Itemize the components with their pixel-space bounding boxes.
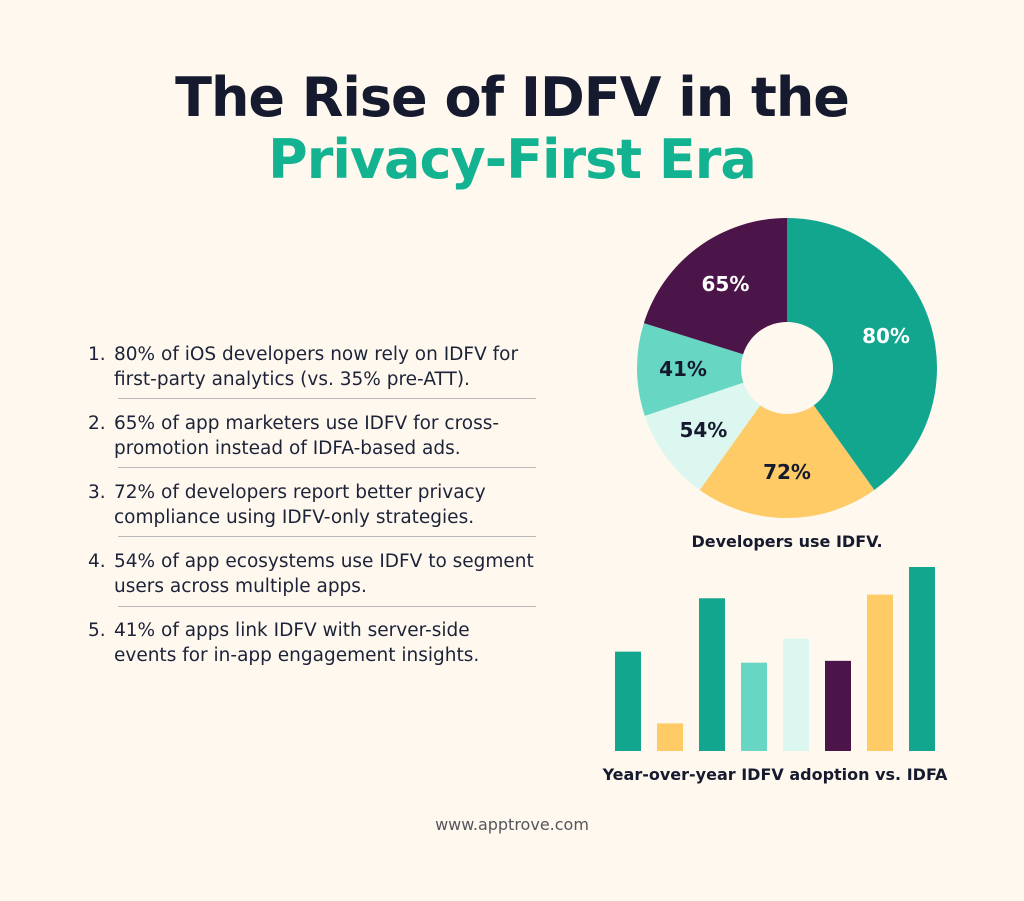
divider [118, 536, 536, 537]
donut-slice-label: 80% [862, 324, 910, 348]
list-item: 1. 80% of iOS developers now rely on IDFV… [88, 340, 518, 398]
donut-slice [643, 218, 787, 355]
divider [118, 606, 536, 607]
divider [118, 398, 536, 399]
donut-slice-label: 54% [679, 418, 727, 442]
item-text: 41% of apps link IDFV with server-side e… [114, 620, 480, 666]
bar [699, 598, 725, 751]
list-item: 5. 41% of apps link IDFV with server-side… [88, 616, 518, 674]
list-item: 4. 54% of app ecosystems use IDFV to segm… [88, 547, 534, 605]
stats-list: 1. 80% of iOS developers now rely on IDFV… [88, 340, 536, 685]
item-text: 72% of developers report better privacy … [114, 482, 486, 528]
item-number: 5. [88, 620, 106, 641]
bar-caption: Year-over-year IDFV adoption vs. IDFA [602, 765, 948, 784]
item-text: 65% of app marketers use IDFV for cross-… [114, 413, 500, 459]
item-number: 3. [88, 482, 106, 503]
donut-slice [699, 405, 875, 519]
list-item: 2. 65% of app marketers use IDFV for cros… [88, 409, 518, 467]
title-line-2: Privacy-First Era [268, 128, 757, 191]
donut-slice-label: 72% [763, 460, 811, 484]
item-text: 80% of iOS developers now rely on IDFV f… [114, 344, 519, 390]
divider [118, 467, 536, 468]
donut-slice [787, 218, 937, 490]
donut-caption: Developers use IDFV. [691, 532, 883, 551]
bar [825, 660, 851, 751]
bar [741, 662, 767, 751]
title-line-1: The Rise of IDFV in the [175, 66, 850, 129]
list-item: 3. 72% of developers report better privac… [88, 478, 518, 536]
item-number: 1. [88, 344, 106, 365]
bar [657, 723, 683, 751]
bar [783, 638, 809, 751]
donut-slice [644, 382, 761, 490]
donut-slice-label: 65% [701, 272, 749, 296]
bar [867, 594, 893, 751]
footer-url: www.apptrove.com [435, 815, 589, 834]
item-text: 54% of app ecosystems use IDFV to segmen… [114, 551, 534, 597]
donut-slice [637, 323, 744, 416]
item-number: 2. [88, 413, 106, 434]
bar [909, 567, 935, 751]
donut-slice-label: 41% [659, 357, 707, 381]
bar [615, 651, 641, 751]
item-number: 4. [88, 551, 106, 572]
